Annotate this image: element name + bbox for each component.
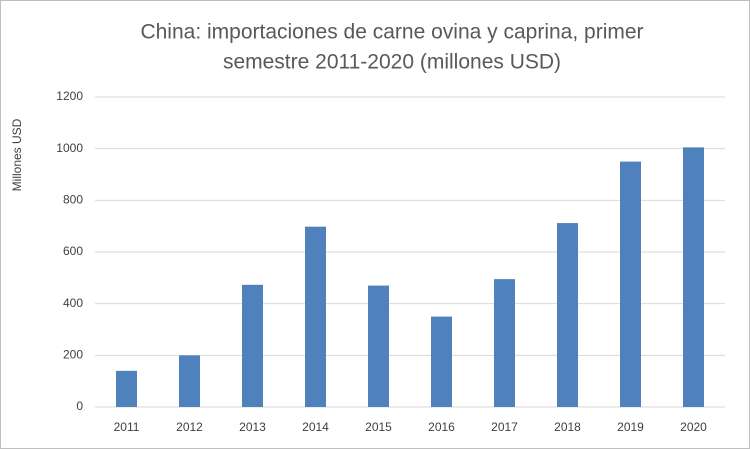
x-tick-label: 2013 — [239, 420, 266, 434]
bar — [494, 279, 515, 407]
y-tick-label: 400 — [63, 296, 83, 310]
x-tick-label: 2017 — [491, 420, 518, 434]
y-tick-label: 600 — [63, 244, 83, 258]
bar — [620, 161, 641, 407]
bar — [305, 226, 326, 407]
chart-title: semestre 2011-2020 (millones USD) — [223, 51, 561, 74]
bar — [116, 370, 137, 407]
x-tick-label: 2020 — [680, 420, 707, 434]
bar — [368, 285, 389, 407]
y-tick-label: 200 — [63, 348, 83, 362]
bar — [683, 147, 704, 407]
x-tick-label: 2016 — [428, 420, 455, 434]
x-tick-label: 2011 — [114, 420, 140, 434]
y-axis-label: Millones USD — [10, 118, 24, 191]
x-tick-label: 2012 — [176, 420, 203, 434]
x-tick-label: 2015 — [365, 420, 392, 434]
bar — [557, 223, 578, 407]
y-tick-label: 800 — [63, 193, 83, 207]
y-tick-label: 0 — [76, 399, 83, 413]
y-tick-label: 1200 — [56, 89, 83, 103]
bar — [431, 316, 452, 407]
bar — [242, 284, 263, 407]
x-tick-label: 2019 — [617, 420, 644, 434]
chart-title: China: importaciones de carne ovina y ca… — [140, 21, 643, 44]
x-tick-label: 2018 — [554, 420, 581, 434]
x-tick-label: 2014 — [302, 420, 329, 434]
bar — [179, 355, 200, 407]
y-tick-label: 1000 — [56, 141, 83, 155]
